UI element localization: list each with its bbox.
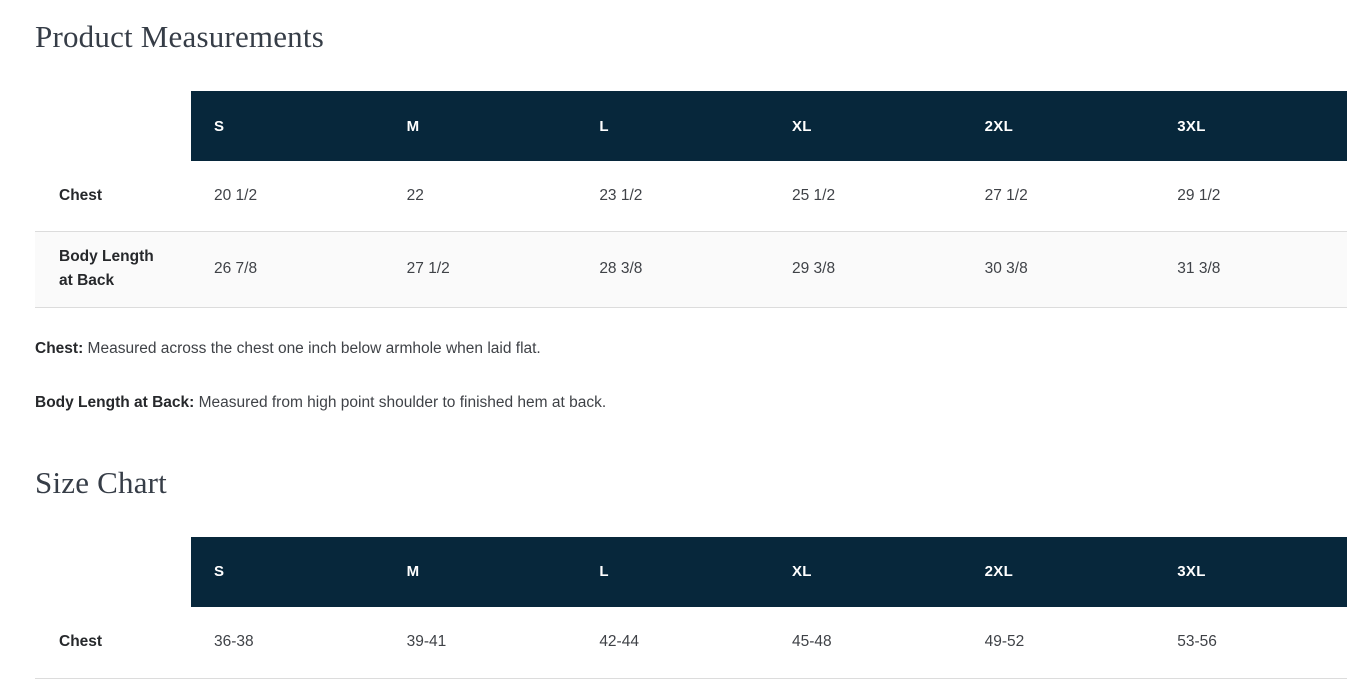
corner-cell	[35, 91, 191, 161]
size-chart-table: S M L XL 2XL 3XL Chest 36-38 39-41 42-44…	[35, 536, 1347, 679]
column-header-m: M	[383, 536, 577, 607]
cell-bodylength-2xl: 30 3/8	[961, 231, 1155, 308]
row-label-chest: Chest	[35, 161, 191, 232]
cell-chest-l: 42-44	[576, 606, 769, 679]
row-label-chest: Chest	[35, 606, 191, 679]
table-row-chest: Chest 20 1/2 22 23 1/2 25 1/2 27 1/2 29 …	[35, 161, 1347, 232]
note-chest: Chest: Measured across the chest one inc…	[35, 338, 1347, 360]
note-chest-term: Chest:	[35, 339, 84, 357]
product-measurements-table: S M L XL 2XL 3XL Chest 20 1/2 22 23 1/2 …	[35, 91, 1347, 308]
cell-chest-l: 23 1/2	[576, 161, 769, 232]
column-header-xl: XL	[768, 536, 962, 607]
column-header-l: L	[576, 536, 769, 607]
page-content: Product Measurements S M L XL 2XL 3XL Ch…	[35, 19, 1347, 679]
table-row-body-length: Body Length at Back 26 7/8 27 1/2 28 3/8…	[35, 231, 1347, 308]
cell-chest-2xl: 49-52	[961, 606, 1155, 679]
column-header-s: S	[191, 536, 384, 607]
cell-bodylength-3xl: 31 3/8	[1154, 231, 1347, 308]
cell-chest-m: 22	[383, 161, 577, 232]
size-chart-title: Size Chart	[35, 464, 167, 500]
product-measurements-title: Product Measurements	[35, 19, 324, 54]
note-body-length-term: Body Length at Back:	[35, 393, 195, 411]
table-header-row: S M L XL 2XL 3XL	[35, 91, 1347, 161]
column-header-m: M	[383, 91, 577, 161]
cell-chest-s: 36-38	[191, 606, 384, 679]
cell-bodylength-xl: 29 3/8	[768, 231, 962, 308]
column-header-l: L	[576, 91, 769, 161]
column-header-2xl: 2XL	[961, 91, 1155, 161]
column-header-2xl: 2XL	[961, 536, 1155, 607]
row-label-body-length: Body Length at Back	[35, 231, 191, 308]
note-chest-text: Measured across the chest one inch below…	[87, 339, 541, 357]
column-header-3xl: 3XL	[1154, 536, 1347, 607]
cell-chest-xl: 45-48	[768, 606, 962, 679]
cell-bodylength-m: 27 1/2	[383, 231, 577, 308]
cell-chest-m: 39-41	[383, 606, 577, 679]
cell-chest-s: 20 1/2	[191, 161, 384, 232]
column-header-3xl: 3XL	[1154, 91, 1347, 161]
cell-chest-3xl: 29 1/2	[1154, 161, 1347, 232]
note-body-length: Body Length at Back: Measured from high …	[35, 392, 1347, 414]
cell-bodylength-s: 26 7/8	[191, 231, 384, 308]
cell-chest-3xl: 53-56	[1154, 606, 1347, 679]
table-row-chest: Chest 36-38 39-41 42-44 45-48 49-52 53-5…	[35, 606, 1347, 679]
column-header-xl: XL	[768, 91, 962, 161]
cell-chest-2xl: 27 1/2	[961, 161, 1155, 232]
note-body-length-text: Measured from high point shoulder to fin…	[198, 393, 607, 411]
table-header-row: S M L XL 2XL 3XL	[35, 536, 1347, 607]
cell-chest-xl: 25 1/2	[768, 161, 962, 232]
cell-bodylength-l: 28 3/8	[576, 231, 769, 308]
corner-cell	[35, 537, 191, 607]
column-header-s: S	[191, 91, 384, 161]
